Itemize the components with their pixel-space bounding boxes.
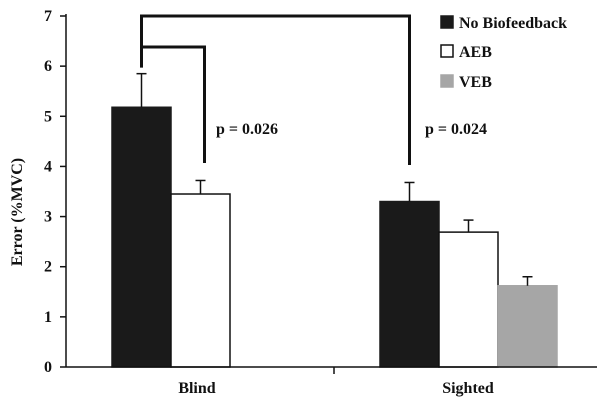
y-tick-label: 6 [44,58,52,75]
legend-label: No Biofeedback [459,15,567,32]
bar [111,106,172,368]
legend: No Biofeedback AEB VEB [440,15,567,91]
bracket-blind [140,45,206,163]
legend-label: AEB [459,44,492,61]
legend-swatch [440,74,454,88]
bar [438,231,499,368]
y-axis-label: Error (%MVC) [9,158,26,266]
legend-swatch [440,15,454,29]
bar [170,193,231,368]
y-axis-ticks: 0 1 2 3 4 5 6 7 [44,8,66,376]
y-tick-label: 2 [44,259,52,276]
y-tick-label: 1 [44,309,52,326]
category-label: Blind [178,380,215,397]
significance-brackets: p = 0.026 p = 0.024 [140,14,487,165]
legend-swatch [440,44,454,58]
y-tick-label: 5 [44,108,52,125]
y-tick-label: 4 [44,158,52,175]
y-tick-label: 3 [44,209,52,226]
y-tick-label: 7 [44,8,52,25]
bar [497,285,558,368]
category-label: Sighted [442,380,494,397]
category-labels: Blind Sighted [178,380,494,397]
bar [379,200,440,368]
y-tick-label: 0 [44,359,52,376]
bracket-blind-sighted [140,14,411,165]
bars [111,72,558,368]
p-value-label: p = 0.024 [425,121,487,138]
legend-label: VEB [459,74,492,91]
axes [65,14,597,374]
p-value-label: p = 0.026 [216,121,278,138]
